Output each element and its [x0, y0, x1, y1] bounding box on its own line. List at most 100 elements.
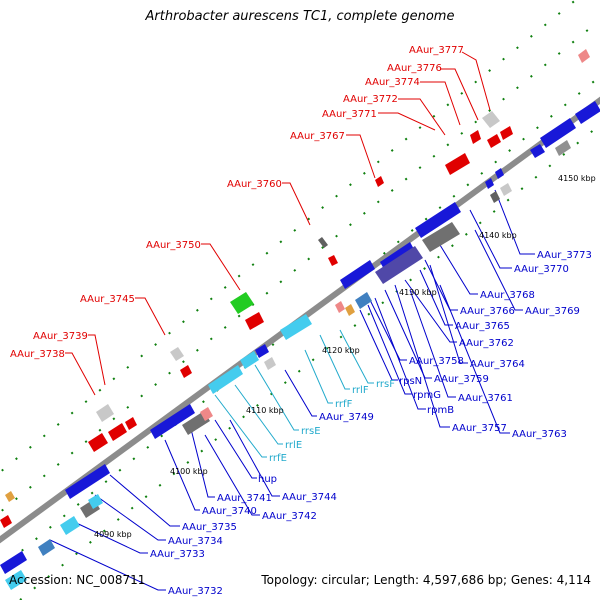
gene-label: AAur_3739	[33, 331, 88, 342]
gene-label: AAur_3772	[343, 94, 398, 105]
gene-feature	[340, 260, 375, 289]
gene-label: AAur_3763	[512, 429, 567, 440]
gene-feature	[230, 292, 254, 314]
gene-label: AAur_3766	[460, 306, 515, 317]
gene-feature	[318, 237, 328, 248]
gene-feature	[470, 130, 481, 144]
gene-feature	[328, 255, 338, 266]
gene-label: AAur_3767	[290, 131, 345, 142]
gene-feature	[264, 357, 276, 370]
tick-label: 4090 kbp	[94, 530, 132, 539]
gene-label: AAur_3770	[514, 264, 569, 275]
gene-feature	[495, 168, 504, 179]
gene-feature	[5, 491, 15, 502]
gene-label: hup	[258, 474, 277, 485]
lower-strand-genes	[0, 101, 600, 590]
rna-label: rrfF	[335, 399, 353, 410]
forward-leader-lines	[65, 51, 491, 396]
gene-label: AAur_3759	[434, 374, 489, 385]
gene-feature	[245, 312, 264, 330]
gene-feature	[578, 49, 590, 63]
gene-feature	[200, 407, 213, 421]
gene-label: rpsN	[399, 376, 422, 387]
gene-feature	[445, 153, 470, 175]
gene-label: AAur_3771	[322, 109, 377, 120]
gene-label: AAur_3750	[146, 240, 201, 251]
gene-feature	[500, 183, 512, 196]
gene-feature	[170, 347, 184, 361]
gene-label: AAur_3764	[470, 359, 525, 370]
gene-feature	[38, 539, 55, 556]
gene-label: AAur_3776	[387, 63, 442, 74]
tick-label: 4110 kbp	[246, 406, 284, 415]
gene-feature	[345, 304, 355, 316]
gene-feature	[490, 191, 500, 203]
gene-feature	[5, 570, 27, 590]
gene-label: rpmB	[427, 405, 454, 416]
gene-feature	[375, 176, 384, 187]
gene-feature	[415, 202, 461, 238]
gene-feature	[555, 140, 571, 156]
rna-gene-labels: rrsF rrlF rrfF rrsE rrlE rrfE	[269, 379, 395, 464]
gene-label: AAur_3740	[202, 506, 257, 517]
rna-label: rrsE	[301, 426, 321, 437]
gene-label: AAur_3749	[319, 412, 374, 423]
tick-label: 4150 kbp	[558, 174, 596, 183]
accession-text: Accession: NC_008711	[9, 573, 146, 587]
gene-feature	[487, 134, 501, 148]
gene-label: AAur_3761	[458, 393, 513, 404]
gene-feature	[150, 404, 195, 439]
gene-feature	[88, 433, 108, 452]
gene-feature	[500, 126, 513, 140]
gene-label: AAur_3734	[168, 536, 223, 547]
tick-label: 4120 kbp	[322, 346, 360, 355]
gene-feature	[108, 423, 127, 441]
forward-gene-labels: AAur_3777 AAur_3776 AAur_3774 AAur_3772 …	[10, 45, 464, 360]
gene-feature	[0, 515, 12, 528]
inner-dotted-track	[0, 75, 600, 600]
gene-feature	[88, 494, 103, 509]
gene-label: AAur_3745	[80, 294, 135, 305]
gene-label: AAur_3733	[150, 549, 205, 560]
gene-feature	[375, 246, 423, 284]
gene-feature	[125, 417, 137, 430]
gene-feature	[485, 178, 494, 189]
gene-feature	[482, 111, 500, 128]
rna-label: rrfE	[269, 453, 287, 464]
genome-stats-text: Topology: circular; Length: 4,597,686 bp…	[261, 573, 591, 587]
rna-label: rrsF	[376, 379, 395, 390]
gene-label: AAur_3760	[227, 179, 282, 190]
gene-feature	[180, 365, 192, 378]
gene-label: AAur_3738	[10, 349, 65, 360]
gene-feature	[422, 222, 460, 252]
gene-feature	[65, 464, 110, 499]
gene-feature	[530, 144, 545, 158]
reverse-gene-labels: AAur_3773 AAur_3770 AAur_3768 AAur_3769 …	[150, 250, 592, 597]
gene-feature	[0, 551, 27, 574]
upper-strand-genes	[0, 49, 590, 528]
gene-feature	[208, 365, 243, 394]
gene-feature	[240, 351, 259, 369]
gene-label: AAur_3773	[537, 250, 592, 261]
map-title: Arthrobacter aurescens TC1, complete gen…	[145, 9, 455, 24]
gene-feature	[255, 344, 269, 358]
rna-leader-lines	[214, 329, 374, 458]
gene-label: AAur_3744	[282, 492, 337, 503]
gene-feature	[355, 292, 372, 309]
gene-label: AAur_3742	[262, 511, 317, 522]
rna-label: rrlF	[352, 385, 369, 396]
gene-label: rpmG	[413, 390, 441, 401]
gene-feature	[280, 314, 312, 340]
reverse-leader-lines	[49, 189, 535, 591]
gene-label: AAur_3769	[525, 306, 580, 317]
gene-feature	[96, 404, 114, 422]
outer-dotted-track	[0, 0, 600, 514]
gene-label: AAur_3732	[168, 586, 223, 597]
kbp-ticks: 4090 kbp 4100 kbp 4110 kbp 4120 kbp 4130…	[94, 174, 596, 539]
gene-label: AAur_3741	[217, 493, 272, 504]
gene-feature	[335, 301, 345, 313]
tick-label: 4140 kbp	[479, 231, 517, 240]
rna-label: rrlE	[285, 440, 302, 451]
gene-label: AAur_3762	[459, 338, 514, 349]
